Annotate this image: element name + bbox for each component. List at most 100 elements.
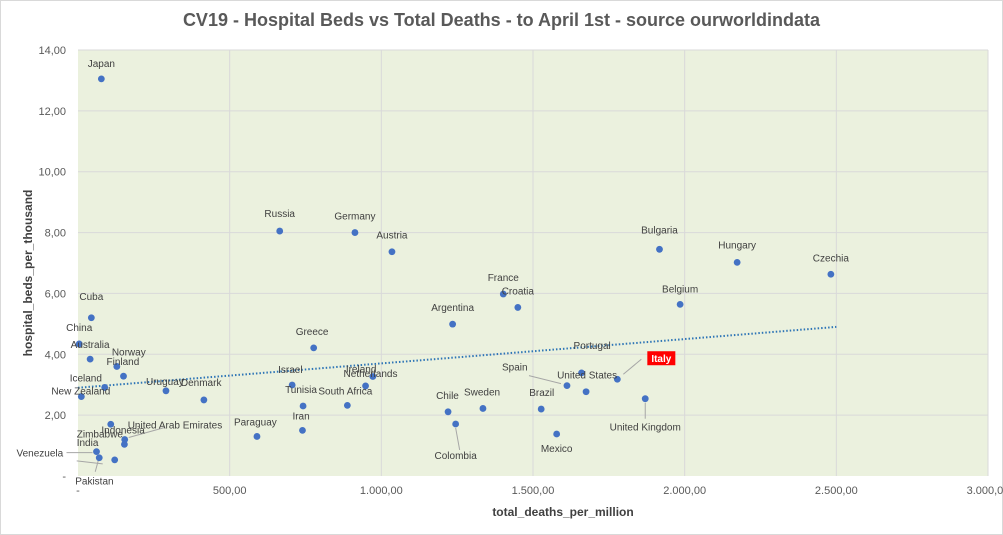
leader-italy (623, 358, 642, 375)
label-indonesia: Indonesia (101, 425, 145, 436)
label-australia: Australia (71, 340, 110, 351)
point-germany (351, 229, 359, 236)
label-sweden: Sweden (464, 387, 500, 398)
point-france (499, 290, 507, 298)
leader-lines (66, 358, 646, 472)
label-iceland: Iceland (70, 373, 102, 384)
leader-pakistan (94, 460, 99, 472)
x-tick-label: 3.000,00 (967, 485, 1003, 497)
y-tick-label: 14,00 (38, 45, 66, 57)
label-argentina: Argentina (431, 303, 474, 314)
point-united-kingdom (641, 395, 649, 403)
label-united-arab-emirates: United Arab Emirates (128, 420, 223, 431)
point-australia (86, 355, 94, 363)
leader-spain (528, 375, 562, 385)
y-tick-label: 12,00 (38, 106, 66, 118)
label-japan: Japan (88, 59, 115, 70)
data-points (75, 75, 835, 464)
label-ireland: Ireland (346, 364, 377, 375)
point-indonesia (121, 440, 128, 448)
label-czechia: Czechia (813, 253, 850, 264)
label-israel: Israel (278, 365, 302, 376)
y-tick-label: 4,00 (45, 349, 66, 361)
label-china: China (66, 323, 93, 334)
point-uruguay (162, 387, 170, 395)
x-tick-label: 1.000,00 (360, 485, 403, 497)
y-tick-label: 8,00 (45, 228, 66, 240)
point-belgium (676, 300, 684, 308)
point-argentina (449, 320, 457, 328)
point-pakistan (95, 454, 103, 462)
label-portugal: Portugal (574, 341, 611, 352)
label-zimbabwe: Zimbabwe (77, 429, 124, 440)
label-united-states: United States (557, 371, 617, 382)
label-italy: Italy (651, 354, 671, 365)
point-brazil (537, 405, 545, 413)
x-axis-title: total_deaths_per_million (492, 505, 633, 519)
point-tunisia (299, 402, 307, 410)
label-new-zealand: New Zealand (51, 387, 110, 398)
point-hungary (733, 258, 741, 266)
point-iran (299, 426, 306, 434)
point-finland (120, 372, 127, 380)
point-chile (444, 408, 452, 416)
label-south-africa: South Africa (318, 386, 372, 397)
point-portugal (578, 369, 585, 377)
x-tick-label: 1.500,00 (512, 485, 555, 497)
point-greece (310, 344, 318, 352)
label-france: France (488, 273, 520, 284)
trendline (77, 325, 837, 389)
label-bulgaria: Bulgaria (641, 225, 678, 236)
x-tick-label: 500,00 (213, 485, 247, 497)
point-zimbabwe (107, 420, 115, 428)
y-tick-label: - (62, 471, 66, 483)
point-iceland (101, 384, 109, 391)
label-box-italy (647, 351, 676, 366)
label-paraguay: Paraguay (234, 417, 277, 428)
label-austria: Austria (376, 231, 408, 242)
label-chile: Chile (436, 391, 459, 402)
x-tick-label: - (76, 485, 80, 497)
x-tick-label: 2.500,00 (815, 485, 858, 497)
gridlines (78, 49, 989, 476)
x-tick-label: 2.000,00 (663, 485, 706, 497)
label-colombia: Colombia (435, 451, 478, 462)
label-hungary: Hungary (718, 240, 756, 251)
label-united-kingdom: United Kingdom (610, 423, 681, 434)
label-russia: Russia (264, 209, 295, 220)
point-sweden (479, 405, 487, 412)
point-colombia (452, 420, 460, 428)
chart-title: CV19 - Hospital Beds vs Total Deaths - t… (182, 10, 821, 30)
label-cuba: Cuba (79, 292, 103, 303)
point-czechia (827, 270, 835, 278)
label-finland: Finland (107, 357, 140, 368)
label-brazil: Brazil (529, 388, 554, 399)
label-mexico: Mexico (541, 444, 573, 455)
tick-labels: - 500,00 1.000,00 1.500,00 2.000,00 2.500,00 3… (38, 45, 1003, 497)
point-ireland (369, 373, 377, 380)
point-venezuela (93, 448, 100, 456)
y-axis-title: hospital_beds_per_thousand (21, 190, 35, 357)
label-spain: Spain (502, 363, 528, 374)
y-tick-label: 2,00 (45, 410, 66, 422)
label-denmark: Denmark (181, 378, 223, 389)
label-india: India (77, 438, 99, 449)
point-russia (276, 227, 284, 235)
point-bulgaria (656, 245, 663, 253)
label-uruguay: Uruguay (146, 377, 184, 388)
label-pakistan: Pakistan (75, 477, 113, 488)
point-mexico (553, 430, 561, 438)
label-iran: Iran (292, 411, 309, 422)
point-austria (388, 248, 396, 256)
leader-india (76, 460, 103, 465)
point-croatia (514, 304, 522, 311)
y-tick-label: 6,00 (45, 288, 66, 300)
point-united-arab-emirates (121, 436, 129, 443)
y-tick-label: 10,00 (38, 167, 66, 179)
point-united-states (582, 388, 590, 396)
label-belgium: Belgium (662, 284, 698, 295)
label-croatia: Croatia (502, 286, 535, 297)
point-denmark (200, 396, 208, 404)
